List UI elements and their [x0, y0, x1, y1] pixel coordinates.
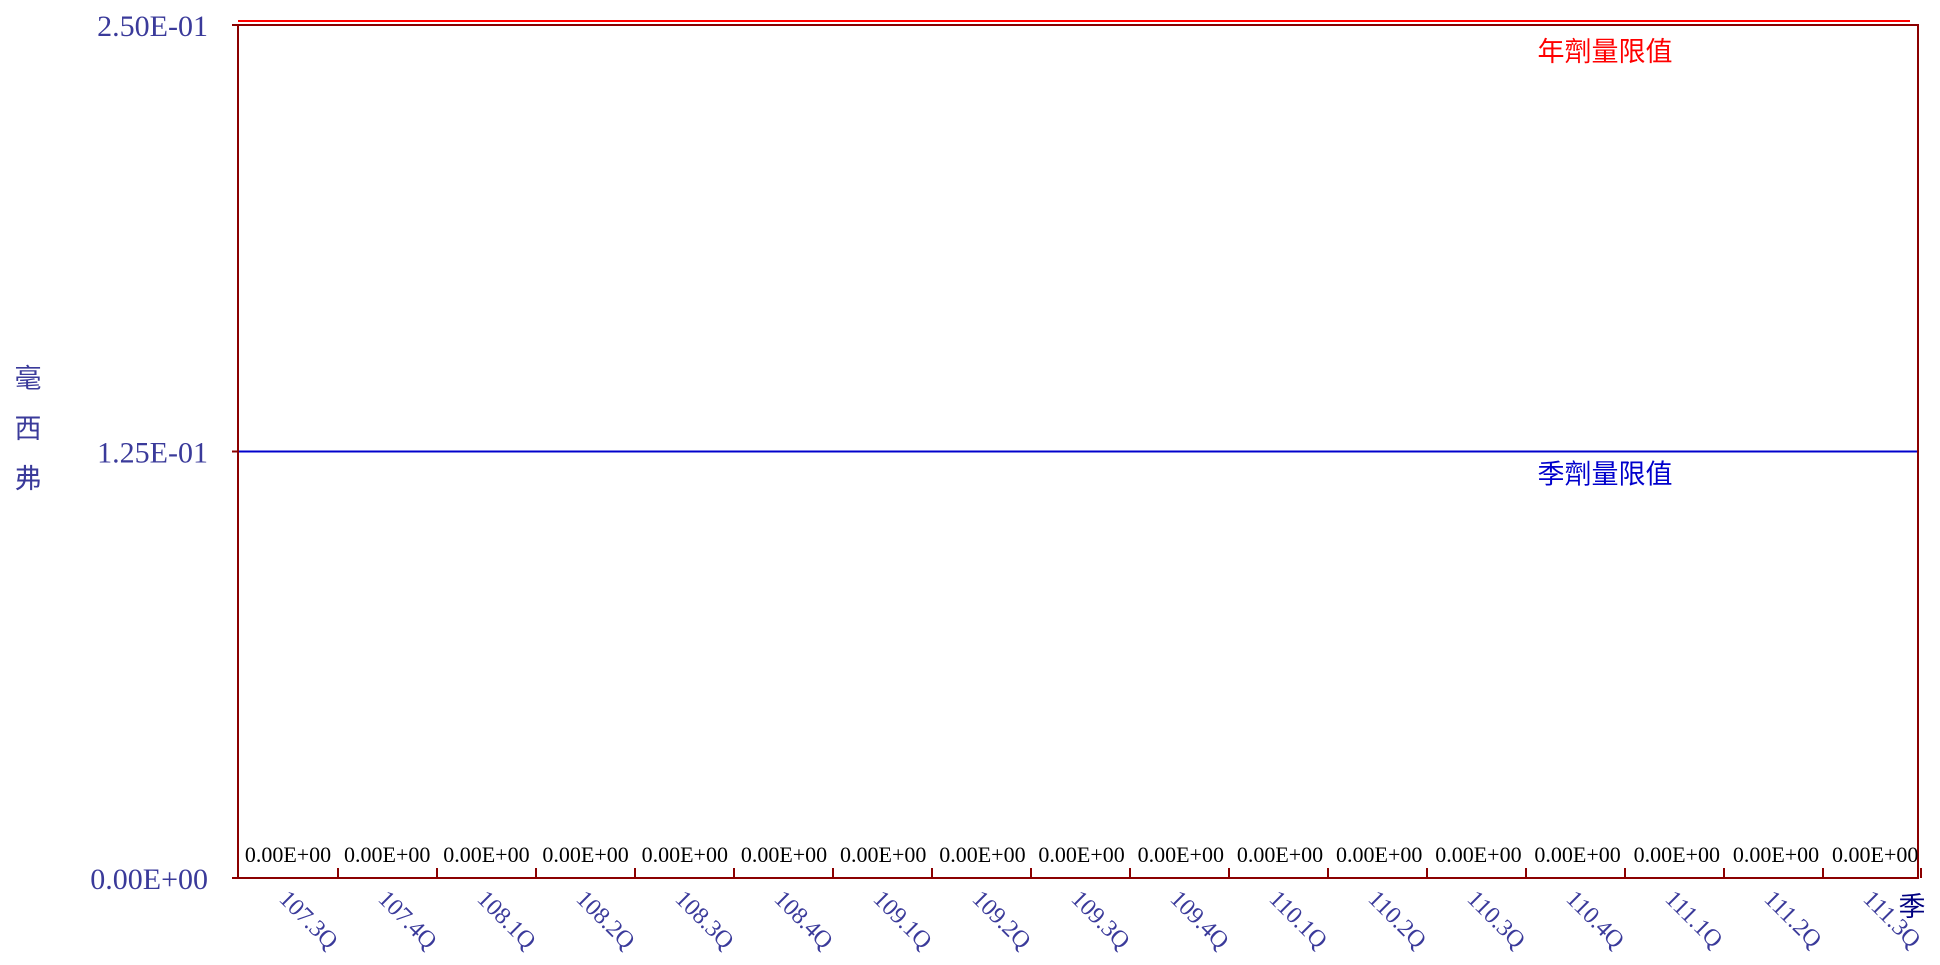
x-tick-label: 107.4Q [373, 886, 442, 955]
data-label: 0.00E+00 [1138, 842, 1224, 867]
x-tick-label: 108.2Q [571, 886, 640, 955]
x-tick-label: 109.4Q [1165, 886, 1234, 955]
x-tick-label: 110.2Q [1363, 886, 1431, 954]
data-label: 0.00E+00 [344, 842, 430, 867]
x-tick-label: 107.3Q [274, 886, 343, 955]
x-tick-label: 108.1Q [472, 886, 541, 955]
y-axis-title-char: 毫 [15, 364, 42, 395]
data-label: 0.00E+00 [1733, 842, 1819, 867]
data-label: 0.00E+00 [1237, 842, 1323, 867]
reference-line-label: 年劑量限值 [1538, 37, 1673, 68]
x-axis-ticks: 107.3Q 107.4Q 108.1Q 108.2Q 108.3Q 108.4Q 109.… [274, 868, 1925, 955]
x-axis-title: 季 [1899, 892, 1926, 923]
y-tick-label: 0.00E+00 [90, 863, 208, 896]
data-label: 0.00E+00 [1336, 842, 1422, 867]
data-label: 0.00E+00 [443, 842, 529, 867]
x-tick-label: 111.2Q [1759, 886, 1827, 954]
y-axis-title: 毫西弗 [15, 364, 42, 495]
data-label: 0.00E+00 [1534, 842, 1620, 867]
data-label: 0.00E+00 [642, 842, 728, 867]
x-tick-label: 109.2Q [967, 886, 1036, 955]
x-tick-label: 109.1Q [868, 886, 937, 955]
data-labels: 0.00E+00 0.00E+00 0.00E+00 0.00E+00 0.00E+00… [245, 842, 1919, 867]
data-label: 0.00E+00 [741, 842, 827, 867]
y-tick-label: 1.25E-01 [97, 437, 208, 470]
reference-line-label: 季劑量限值 [1538, 460, 1673, 491]
data-label: 0.00E+00 [840, 842, 926, 867]
data-label: 0.00E+00 [1634, 842, 1720, 867]
x-tick-label: 108.4Q [769, 886, 838, 955]
x-tick-label: 110.3Q [1462, 886, 1530, 954]
data-label: 0.00E+00 [1832, 842, 1918, 867]
x-tick-label: 109.3Q [1066, 886, 1135, 955]
x-tick-label: 110.1Q [1264, 886, 1332, 954]
x-tick-label: 111.1Q [1660, 886, 1728, 954]
x-tick-label: 110.4Q [1561, 886, 1629, 954]
x-tick-label: 108.3Q [670, 886, 739, 955]
data-label: 0.00E+00 [1435, 842, 1521, 867]
y-axis-ticks: 0.00E+00 1.25E-01 2.50E-01 [90, 10, 238, 896]
data-label: 0.00E+00 [1038, 842, 1124, 867]
y-axis-title-char: 弗 [15, 464, 42, 495]
data-label: 0.00E+00 [939, 842, 1025, 867]
y-axis-title-char: 西 [15, 414, 42, 445]
data-label: 0.00E+00 [542, 842, 628, 867]
data-label: 0.00E+00 [245, 842, 331, 867]
y-tick-label: 2.50E-01 [97, 10, 208, 43]
